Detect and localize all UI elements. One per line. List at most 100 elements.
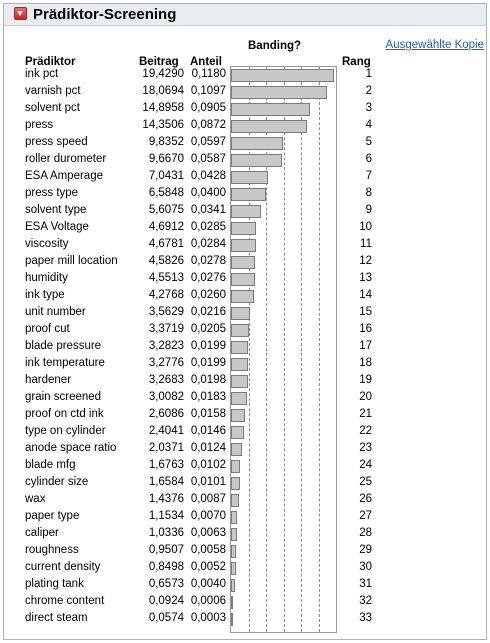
rank-value: 18 [359, 357, 372, 369]
rank-value: 5 [365, 136, 372, 148]
predictor-name: grain screened [25, 391, 102, 403]
portion-bar [231, 375, 249, 388]
rank-value: 16 [359, 323, 372, 335]
contribution-value: 1,0336 [148, 527, 184, 539]
predictor-name: ESA Voltage [25, 221, 89, 233]
portion-value: 0,1097 [190, 85, 226, 97]
rank-value: 32 [359, 595, 372, 607]
contribution-value: 3,5629 [148, 306, 184, 318]
portion-bar [231, 562, 236, 575]
predictor-name: press speed [25, 136, 88, 148]
portion-bar [231, 69, 335, 82]
reference-line [283, 67, 285, 632]
portion-value: 0,0400 [190, 187, 226, 199]
report-title: Prädiktor-Screening [33, 6, 177, 23]
predictor-name: solvent pct [25, 102, 80, 114]
contribution-value: 0,8498 [148, 561, 184, 573]
portion-bar [231, 103, 311, 116]
portion-bar [231, 205, 261, 218]
portion-bar [231, 307, 250, 320]
portion-bar [231, 426, 244, 439]
contribution-value: 1,6584 [148, 476, 184, 488]
contribution-value: 4,6912 [148, 221, 184, 233]
contribution-value: 9,8352 [148, 136, 184, 148]
rank-value: 25 [359, 476, 372, 488]
portion-bar [231, 477, 240, 490]
portion-bar [231, 273, 256, 286]
portion-bar [231, 137, 284, 150]
contribution-value: 6,5848 [148, 187, 184, 199]
portion-value: 0,0260 [190, 289, 226, 301]
predictor-name: roughness [25, 544, 79, 556]
rank-value: 7 [365, 170, 372, 182]
rank-value: 12 [359, 255, 372, 267]
predictor-name: cylinder size [25, 476, 89, 488]
portion-bar [231, 171, 269, 184]
contribution-value: 3,2776 [148, 357, 184, 369]
rank-value: 4 [365, 119, 372, 131]
portion-column-header[interactable]: Anteil [190, 56, 222, 68]
contribution-value: 9,6670 [148, 153, 184, 165]
portion-value: 0,1180 [191, 68, 226, 80]
reference-line [301, 67, 302, 632]
portion-value: 0,0124 [190, 442, 226, 454]
rank-value: 24 [359, 459, 372, 471]
contribution-value: 1,1534 [148, 510, 184, 522]
predictor-name: wax [25, 493, 46, 505]
contribution-value: 0,6573 [148, 578, 184, 590]
predictor-name: solvent type [25, 204, 87, 216]
predictor-name: paper type [25, 510, 80, 522]
predictor-name: proof on ctd ink [25, 408, 104, 420]
portion-bar [231, 188, 266, 201]
portion-bar [231, 409, 245, 422]
predictor-name: ink pct [25, 68, 59, 80]
rank-value: 33 [359, 612, 372, 624]
contribution-value: 0,0924 [148, 595, 184, 607]
predictor-name: unit number [25, 306, 86, 318]
portion-value: 0,0040 [190, 578, 226, 590]
rank-value: 1 [365, 68, 372, 80]
contribution-value: 4,5513 [148, 272, 184, 284]
portion-value: 0,0146 [190, 425, 226, 437]
portion-value: 0,0102 [190, 459, 226, 471]
rank-value: 10 [359, 221, 372, 233]
rank-value: 3 [365, 102, 372, 114]
contribution-value: 4,5826 [148, 255, 184, 267]
contribution-value: 2,6086 [148, 408, 184, 420]
predictor-name: plating tank [25, 578, 84, 590]
portion-value: 0,0183 [190, 391, 226, 403]
rank-column-header[interactable]: Rang [342, 56, 371, 68]
portion-bar [231, 290, 254, 303]
predictor-column-header[interactable]: Prädiktor [25, 56, 76, 68]
portion-value: 0,0284 [190, 238, 226, 250]
portion-value: 0,0905 [190, 102, 226, 114]
banding-header: Banding? [248, 40, 302, 52]
portion-value: 0,0285 [190, 221, 226, 233]
predictor-name: ink temperature [25, 357, 105, 369]
predictor-name: caliper [25, 527, 59, 539]
rank-value: 28 [359, 527, 372, 539]
portion-bar [231, 154, 283, 167]
portion-bar [231, 392, 247, 405]
portion-value: 0,0199 [190, 340, 226, 352]
disclosure-triangle-icon[interactable] [14, 7, 27, 20]
rank-value: 23 [359, 442, 372, 454]
contribution-value: 3,0082 [148, 391, 184, 403]
predictor-name: anode space ratio [25, 442, 117, 454]
portion-value: 0,0872 [190, 119, 226, 131]
portion-value: 0,0087 [190, 493, 226, 505]
portion-value: 0,0205 [190, 323, 226, 335]
portion-value: 0,0006 [190, 595, 226, 607]
predictor-name: chrome content [25, 595, 105, 607]
rank-value: 26 [359, 493, 372, 505]
selected-copy-link[interactable]: Ausgewählte Kopie [385, 39, 484, 51]
portion-value: 0,0063 [190, 527, 226, 539]
predictor-name: hardener [25, 374, 72, 386]
rank-value: 6 [365, 153, 372, 165]
rank-value: 22 [359, 425, 372, 437]
contribution-column-header[interactable]: Beitrag [139, 56, 179, 68]
portion-bar [231, 120, 308, 133]
portion-bar-chart [230, 66, 337, 633]
rank-value: 17 [359, 340, 372, 352]
rank-value: 2 [365, 85, 372, 97]
